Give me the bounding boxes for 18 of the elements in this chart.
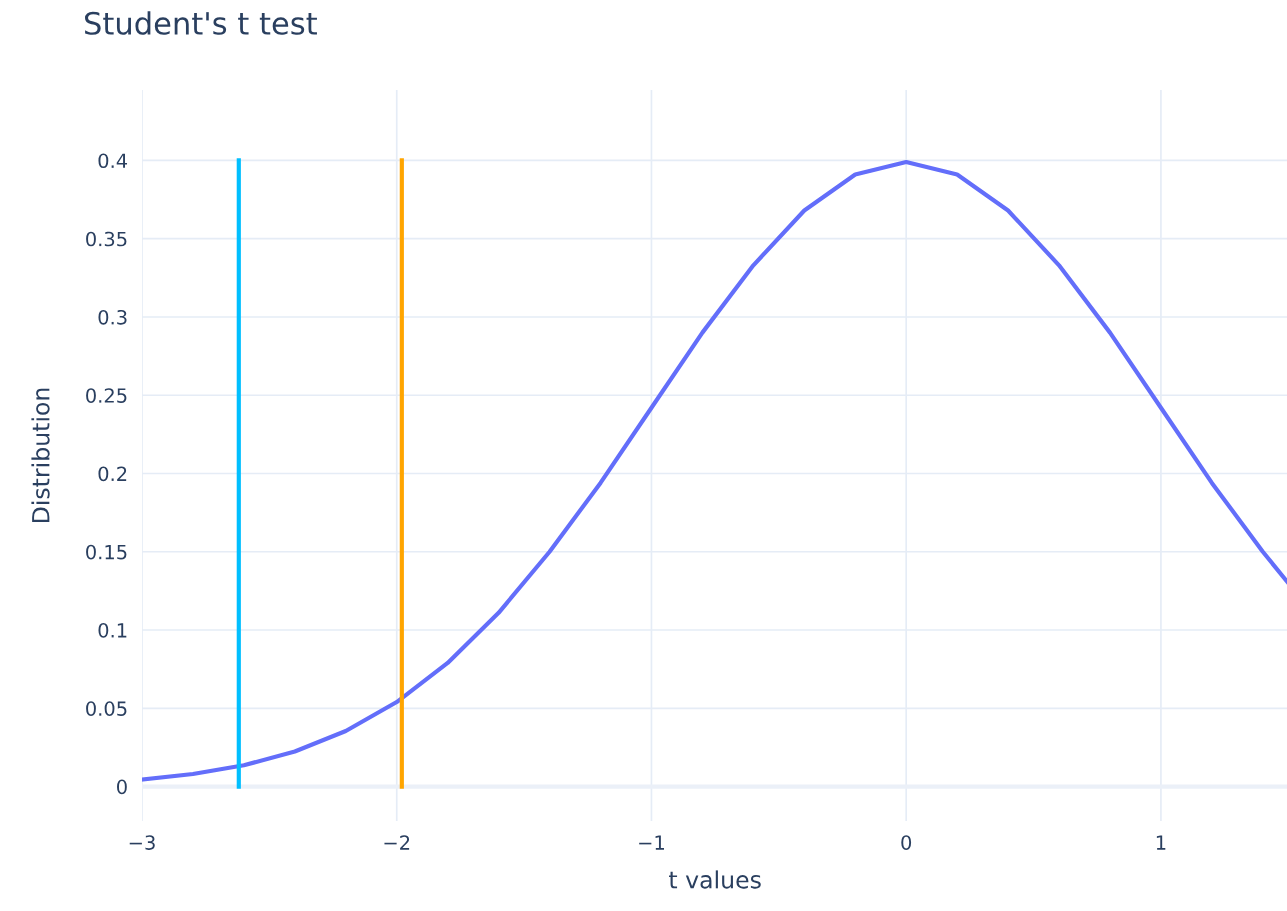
y-tick-label: 0.15 bbox=[86, 544, 127, 560]
x-axis-title: t values bbox=[669, 870, 761, 889]
y-tick-label: 0.2 bbox=[98, 466, 127, 482]
chart-title: Student's t test bbox=[85, 11, 317, 35]
y-tick-label: 0.25 bbox=[86, 388, 127, 403]
y-tick-label: 0.35 bbox=[86, 231, 127, 247]
y-tick-label: 0.05 bbox=[86, 701, 127, 716]
y-tick-label: 0.3 bbox=[98, 309, 127, 325]
x-tick-label: −2 bbox=[384, 835, 410, 850]
y-tick-label: 0.4 bbox=[98, 153, 128, 169]
y-tick-label: 0 bbox=[117, 779, 127, 795]
y-tick-label: 0.1 bbox=[98, 622, 127, 638]
x-tick-label: 0 bbox=[901, 835, 912, 850]
y-axis-title: Distribution bbox=[31, 388, 50, 523]
x-tick-label: −3 bbox=[129, 835, 155, 850]
x-tick-label: 1 bbox=[1156, 835, 1166, 850]
line-series bbox=[142, 159, 1287, 782]
x-tick-label: −1 bbox=[639, 835, 664, 850]
